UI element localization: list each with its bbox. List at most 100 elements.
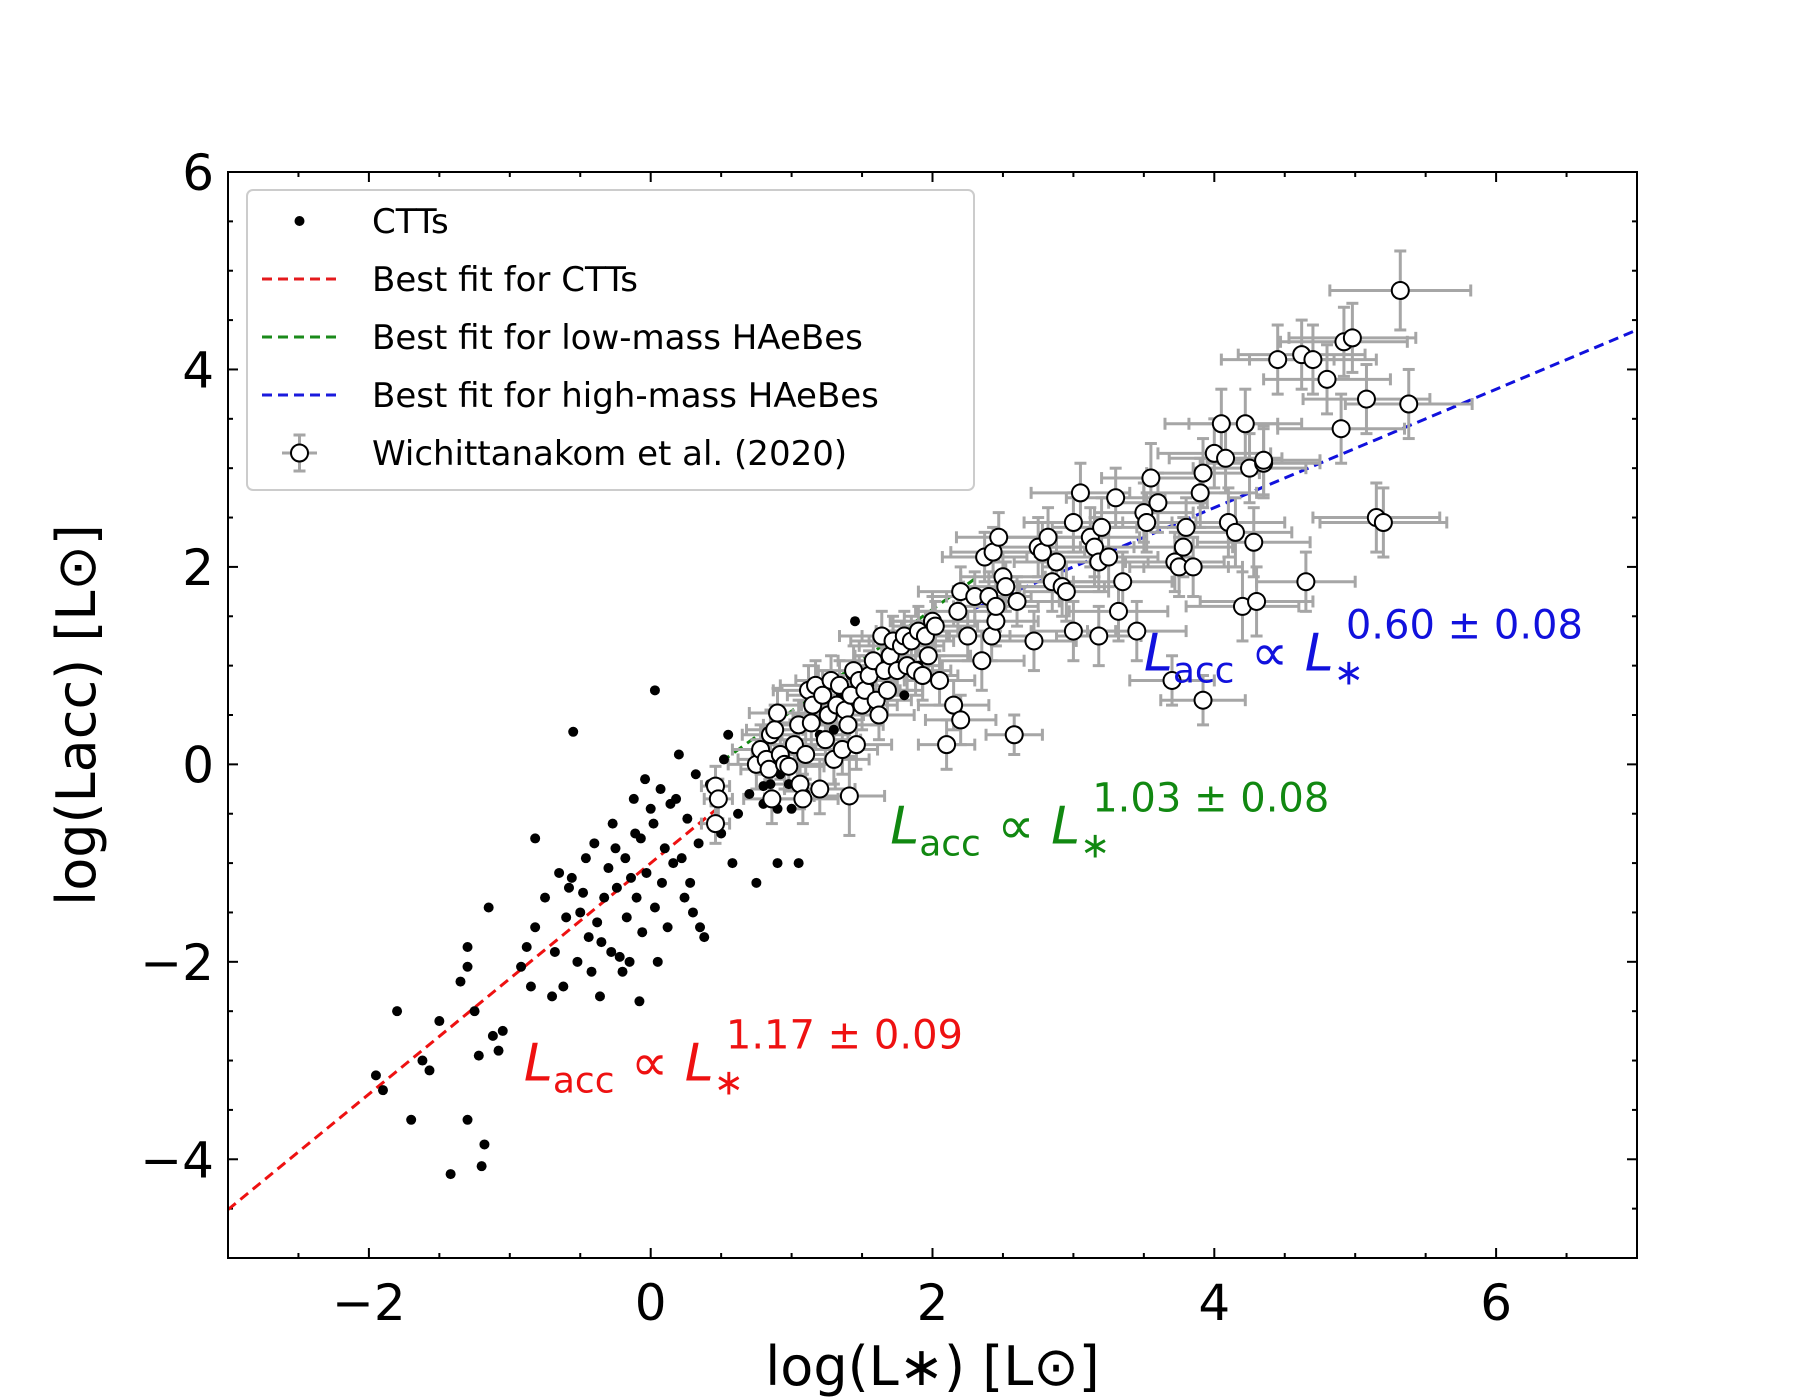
ctts-point	[462, 1114, 473, 1125]
ctts-point	[640, 774, 651, 785]
anno-sub2: ∗	[1080, 825, 1110, 866]
anno-sup: 1.17 ± 0.09	[726, 1012, 963, 1058]
ctts-point	[850, 616, 861, 627]
haebe-point	[813, 685, 833, 705]
haebe-point	[918, 646, 938, 666]
fit-annotation: Lacc ∝ L∗0.60 ± 0.08	[1144, 603, 1583, 694]
anno-base: L	[524, 1033, 553, 1093]
ctts-point	[607, 818, 618, 829]
haebe-point	[1099, 547, 1119, 567]
ctts-point	[455, 976, 466, 987]
ctts-point	[718, 754, 729, 765]
ctts-point	[549, 946, 560, 957]
ctts-point	[575, 907, 586, 918]
haebe-point	[948, 601, 968, 621]
haebe-point	[1317, 369, 1337, 389]
haebe-point	[810, 779, 830, 799]
ctts-point	[668, 858, 679, 869]
ctts-point	[786, 803, 797, 814]
ctts-point	[583, 932, 594, 943]
haebe-point	[1137, 512, 1157, 532]
haebe-point	[925, 616, 945, 636]
y-tick-label: 2	[182, 539, 214, 597]
ctts-point	[516, 961, 527, 972]
ctts-point	[662, 922, 673, 933]
haebe-point	[1399, 394, 1419, 414]
haebe-point	[768, 703, 788, 723]
haebe-point	[1070, 483, 1090, 503]
ctts-point	[624, 956, 635, 967]
haebe-point	[1183, 557, 1203, 577]
haebe-point	[1113, 572, 1133, 592]
ctts-point	[370, 1070, 381, 1081]
ctts-point	[592, 917, 603, 928]
haebe-point	[1216, 448, 1236, 468]
haebe-point	[1211, 414, 1231, 434]
ctts-point	[634, 996, 645, 1007]
ctts-point	[635, 833, 646, 844]
ctts-point	[521, 942, 532, 953]
haebe-point	[1162, 670, 1182, 690]
x-tick-label: −2	[332, 1274, 406, 1332]
ctts-point	[631, 892, 642, 903]
legend-label: Best fit for CTTs	[372, 260, 638, 300]
y-axis-label: log(Lacc) [L⊙]	[45, 524, 108, 906]
x-tick-label: 6	[1480, 1274, 1512, 1332]
haebe-point	[1390, 280, 1410, 300]
haebe-point	[846, 735, 866, 755]
ctts-point	[377, 1085, 388, 1096]
haebe-point	[1331, 419, 1351, 439]
ctts-point	[599, 892, 610, 903]
ctts-point	[751, 877, 762, 888]
ctts-point	[594, 991, 605, 1002]
haebe-point	[1296, 572, 1316, 592]
legend-label: Wichittanakom et al. (2020)	[372, 434, 847, 474]
ctts-point	[673, 749, 684, 760]
haebe-point	[877, 680, 897, 700]
anno-sub2: ∗	[1334, 653, 1364, 694]
ctts-point	[554, 867, 565, 878]
ctts-point	[525, 981, 536, 992]
ctts-point	[645, 803, 656, 814]
anno-sup: 1.03 ± 0.08	[1092, 775, 1329, 821]
ctts-point	[641, 867, 652, 878]
haebe-point	[1193, 463, 1213, 483]
haebe-point	[1173, 537, 1193, 557]
ctts-point	[699, 932, 710, 943]
ctts-point	[580, 853, 591, 864]
legend-label: Best fit for high-mass HAeBes	[372, 376, 879, 416]
ctts-point	[625, 872, 636, 883]
haebe-point	[913, 666, 933, 686]
haebe-point	[1235, 414, 1255, 434]
ctts-point	[723, 729, 734, 740]
anno-sub2: ∗	[714, 1062, 744, 1103]
ctts-point	[614, 951, 625, 962]
ctts-point	[649, 902, 660, 913]
y-tick-label: 6	[182, 144, 214, 202]
plot-frame	[227, 171, 1638, 1259]
anno-base: L	[1144, 624, 1173, 684]
x-tick-label: 2	[917, 1274, 949, 1332]
haebe-point	[1063, 512, 1083, 532]
ctts-point	[578, 887, 589, 898]
haebe-point	[1007, 591, 1027, 611]
ctts-point	[610, 843, 621, 854]
ctts-point	[690, 769, 701, 780]
anno-mid: ∝	[1234, 624, 1304, 684]
ctts-point	[530, 833, 541, 844]
legend-label: Best fit for low-mass HAeBes	[372, 318, 863, 358]
haebe-point	[989, 527, 1009, 547]
fit-annotation: Lacc ∝ L∗1.17 ± 0.09	[524, 1012, 963, 1103]
ctts-point	[727, 858, 738, 869]
haebe-point	[801, 713, 821, 733]
haebe-point	[1268, 350, 1288, 370]
ctts-point	[637, 927, 648, 938]
haebe-point	[1046, 552, 1066, 572]
ctts-point	[497, 1025, 508, 1036]
ctts-point	[772, 858, 783, 869]
ctts-point	[476, 1161, 487, 1172]
ctts-point	[656, 877, 667, 888]
haebe-point	[1024, 631, 1044, 651]
